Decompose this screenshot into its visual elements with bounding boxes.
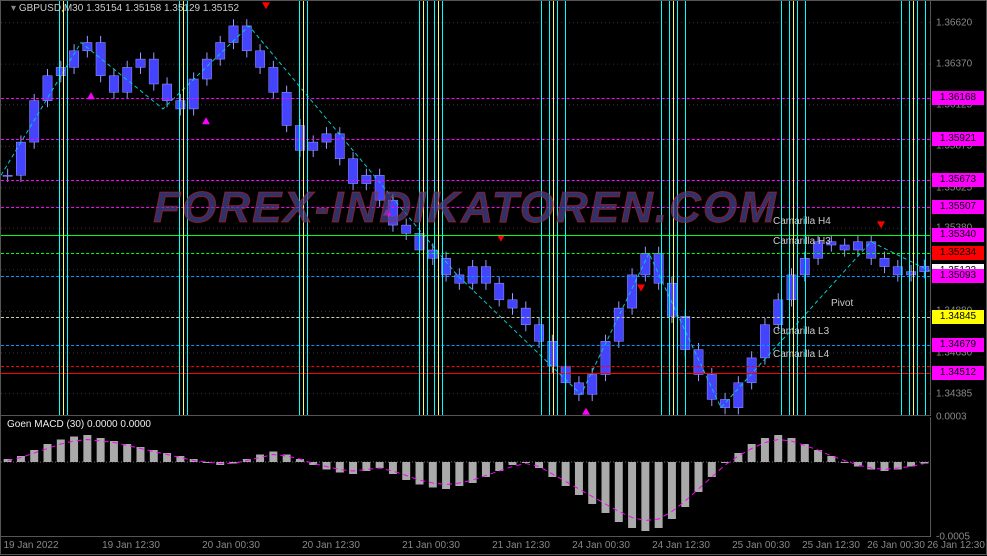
y-axis-tick: 1.36370	[936, 59, 972, 70]
watermark-text: FOREX-INDIKATOREN.COM	[153, 183, 778, 233]
x-axis-tick: 25 Jan 12:30	[802, 540, 860, 551]
price-level-badge: 1.35093	[932, 269, 984, 283]
indicator-hline	[1, 139, 930, 140]
price-level-badge: 1.34679	[932, 338, 984, 352]
x-axis-tick: 25 Jan 00:30	[732, 540, 790, 551]
ohlc-l: 1.35129	[164, 3, 200, 14]
x-axis-tick: 21 Jan 12:30	[492, 540, 550, 551]
price-level-badge: 1.36168	[932, 91, 984, 105]
main-price-chart[interactable]: ▾ GBPUSD,M30 1.35154 1.35158 1.35129 1.3…	[1, 1, 931, 416]
sub-chart-title: Goen MACD (30) 0.0000 0.0000	[7, 419, 151, 430]
indicator-hline	[1, 317, 930, 318]
y-axis-main: 1.366201.363701.361251.358751.356251.353…	[932, 1, 987, 416]
camarilla-label: Camarilla H4	[773, 216, 831, 227]
x-axis: 19 Jan 2022 19 Jan 12:30 20 Jan 00:30 20 Ja…	[1, 538, 931, 556]
x-axis-tick: 21 Jan 00:30	[402, 540, 460, 551]
price-level-badge: 1.35673	[932, 173, 984, 187]
indicator-hline	[1, 253, 930, 254]
sub-chart-svg	[1, 417, 931, 537]
price-level-badge: 1.35234	[932, 246, 984, 260]
symbol-label: GBPUSD	[19, 3, 61, 14]
session-vline-cyan	[909, 1, 910, 415]
camarilla-label: Camarilla L3	[773, 326, 829, 337]
indicator-hline	[1, 345, 930, 346]
camarilla-label: Pivot	[831, 298, 853, 309]
triangle-icon: ▾	[11, 3, 16, 14]
session-vline-cyan	[917, 1, 918, 415]
session-vline-cyan	[59, 1, 60, 415]
indicator-hline	[1, 276, 930, 277]
x-axis-tick: 20 Jan 12:30	[302, 540, 360, 551]
session-vline-cyan	[67, 1, 68, 415]
camarilla-label: Camarilla H3	[773, 236, 831, 247]
price-level-badge: 1.35507	[932, 200, 984, 214]
session-vline-cyan	[925, 1, 926, 415]
ohlc-c: 1.35152	[203, 3, 239, 14]
x-axis-tick: 20 Jan 00:30	[202, 540, 260, 551]
x-axis-tick: 24 Jan 12:30	[652, 540, 710, 551]
timeframe-label: M30	[64, 3, 83, 14]
indicator-hline	[1, 366, 930, 367]
y-axis-sub: 0.0003-0.0005	[932, 417, 987, 537]
y-axis-tick: 1.34385	[936, 388, 972, 399]
indicator-hline	[1, 98, 930, 99]
price-level-badge: 1.34845	[932, 310, 984, 324]
camarilla-label: Camarilla L4	[773, 349, 829, 360]
x-axis-tick: 24 Jan 00:30	[572, 540, 630, 551]
y-axis-tick: 1.36620	[936, 17, 972, 28]
indicator-hline	[1, 373, 930, 374]
macd-sub-chart[interactable]: Goen MACD (30) 0.0000 0.0000	[1, 417, 931, 537]
x-axis-tick: 26 Jan 00:30	[867, 540, 925, 551]
price-level-badge: 1.35340	[932, 228, 984, 242]
price-level-badge: 1.34512	[932, 366, 984, 380]
price-level-badge: 1.35921	[932, 132, 984, 146]
x-axis-tick: 26 Jan 12:30	[927, 540, 985, 551]
chart-container: ▾ GBPUSD,M30 1.35154 1.35158 1.35129 1.3…	[0, 0, 987, 555]
indicator-hline	[1, 180, 930, 181]
ohlc-h: 1.35158	[125, 3, 161, 14]
x-axis-tick: 19 Jan 12:30	[102, 540, 160, 551]
y-axis-tick-sub: 0.0003	[936, 412, 967, 423]
chart-title: ▾ GBPUSD,M30 1.35154 1.35158 1.35129 1.3…	[11, 3, 239, 14]
session-vline-yellow	[913, 1, 914, 415]
ohlc-o: 1.35154	[86, 3, 122, 14]
x-axis-tick: 19 Jan 2022	[3, 540, 58, 551]
session-vline-cyan	[901, 1, 902, 415]
session-vline-yellow	[63, 1, 64, 415]
